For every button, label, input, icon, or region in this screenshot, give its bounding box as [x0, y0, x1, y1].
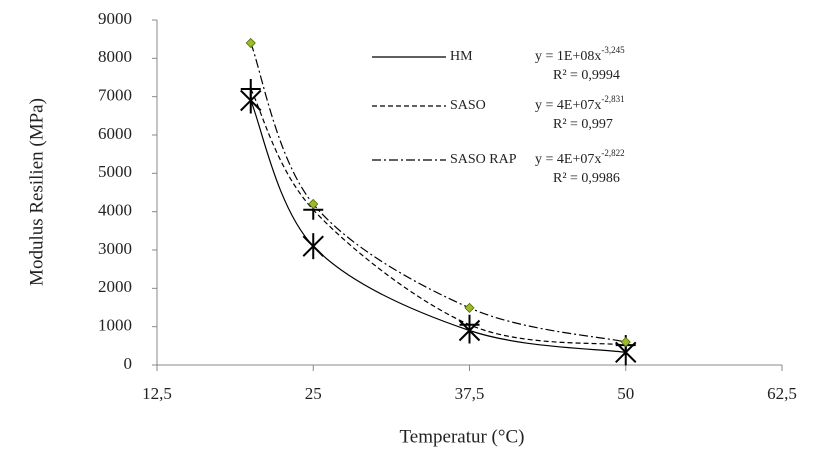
- x-tick-label: 50: [617, 384, 634, 403]
- x-tick-label: 62,5: [767, 384, 797, 403]
- marker-shape: [464, 302, 475, 313]
- legend-label: SASO RAP: [450, 152, 517, 167]
- y-tick-label: 2000: [98, 277, 132, 296]
- data-point: [620, 336, 631, 348]
- marker-shape: [308, 198, 319, 210]
- data-point: [240, 79, 261, 99]
- r-squared: R² = 0,9986: [553, 171, 620, 186]
- r-squared: R² = 0,997: [553, 117, 613, 132]
- data-point: [459, 314, 480, 335]
- y-tick-label: 8000: [98, 47, 132, 66]
- y-tick-label: 5000: [98, 162, 132, 181]
- x-axis-title: Temperatur (°C): [400, 426, 525, 447]
- data-point: [464, 302, 475, 313]
- y-axis-title: Modulus Resilien (MPa): [26, 98, 47, 286]
- data-point: [308, 198, 319, 210]
- data-point: [302, 233, 324, 260]
- trendline: [250, 100, 626, 353]
- y-tick-label: 6000: [98, 124, 132, 143]
- x-tick-label: 37,5: [455, 384, 485, 403]
- equation-exponent: -2,831: [601, 94, 624, 104]
- equation-base: y = 1E+08x: [535, 49, 601, 64]
- y-tick-label: 0: [124, 354, 133, 373]
- trendline: [250, 88, 626, 346]
- y-tick-label: 1000: [98, 316, 132, 335]
- equation-base: y = 4E+07x: [535, 98, 601, 113]
- data-point: [245, 37, 256, 49]
- trendline-equation: y = 4E+07x-2,831: [535, 94, 625, 113]
- marker-shape: [620, 336, 631, 348]
- equation-exponent: -3,245: [601, 45, 625, 55]
- marker-shape: [245, 37, 256, 49]
- legend-label: SASO: [450, 98, 486, 113]
- equation-exponent: -2,822: [601, 148, 624, 158]
- trendline-equation: y = 1E+08x-3,245: [535, 45, 625, 64]
- y-tick-label: 3000: [98, 239, 132, 258]
- equation-base: y = 4E+07x: [535, 152, 601, 167]
- x-tick-label: 12,5: [142, 384, 172, 403]
- trendline-equation: y = 4E+07x-2,822: [535, 148, 625, 167]
- y-tick-label: 4000: [98, 201, 132, 220]
- legend-label: HM: [450, 49, 473, 64]
- y-tick-label: 7000: [98, 86, 132, 105]
- trendline: [250, 42, 626, 343]
- r-squared: R² = 0,9994: [553, 68, 620, 83]
- y-tick-label: 9000: [98, 9, 132, 28]
- x-tick-label: 25: [305, 384, 322, 403]
